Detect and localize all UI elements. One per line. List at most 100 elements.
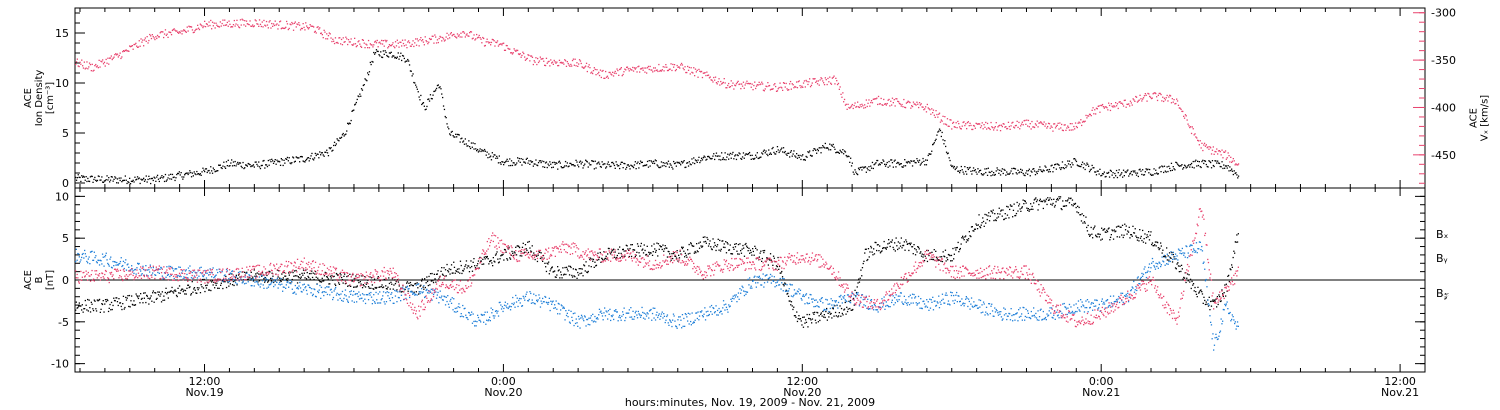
velocity-point [325, 38, 327, 40]
velocity-point [687, 69, 690, 71]
bx-point [270, 277, 272, 280]
density-point [791, 155, 793, 157]
density-point [406, 60, 408, 62]
by-point [206, 272, 208, 274]
velocity-point [496, 41, 498, 44]
velocity-point [1156, 96, 1158, 98]
density-point [402, 55, 405, 57]
top-panel-marks [75, 18, 1240, 185]
bx-point [1083, 221, 1086, 223]
bx-point [1145, 242, 1147, 244]
density-point [867, 169, 869, 171]
density-point [450, 131, 452, 133]
density-point [971, 173, 973, 175]
bx-point [146, 295, 148, 297]
velocity-point [429, 38, 432, 41]
velocity-point [209, 24, 211, 27]
by-point [97, 259, 99, 261]
bx-point [608, 247, 610, 250]
velocity-point [281, 27, 283, 29]
velocity-point [172, 29, 174, 31]
bx-point [784, 282, 786, 284]
velocity-point [362, 39, 364, 41]
velocity-point [724, 82, 726, 84]
density-point [487, 157, 489, 159]
velocity-point [646, 72, 648, 74]
velocity-point [148, 39, 150, 42]
velocity-point [1065, 129, 1067, 131]
bx-point [1021, 206, 1023, 208]
bx-point [1214, 300, 1216, 302]
density-point [817, 150, 819, 152]
bx-point [592, 260, 594, 262]
density-point [265, 164, 267, 166]
bx-point [601, 257, 603, 259]
bx-point [780, 272, 782, 274]
density-point [486, 151, 488, 153]
velocity-point [310, 25, 312, 27]
bx-point [273, 281, 275, 284]
bx-point [1041, 200, 1044, 203]
density-point [664, 162, 666, 164]
by-point [197, 270, 199, 272]
velocity-point [483, 37, 485, 40]
density-point [708, 156, 711, 158]
velocity-point [267, 27, 269, 29]
by-point [118, 263, 120, 265]
velocity-point [1124, 99, 1126, 101]
velocity-point [163, 36, 165, 39]
density-point [938, 128, 941, 130]
density-point [87, 177, 89, 180]
density-point [855, 171, 857, 173]
bx-point [1118, 236, 1121, 238]
bx-point [1139, 229, 1141, 231]
density-point [1079, 165, 1081, 168]
velocity-point [511, 53, 514, 55]
by-point [376, 302, 379, 304]
density-point [477, 151, 480, 153]
density-point [245, 164, 247, 166]
density-point [256, 163, 258, 166]
bx-point [990, 210, 992, 212]
density-point [269, 159, 271, 161]
by-point [385, 292, 387, 294]
density-point [226, 165, 228, 167]
bx-point [972, 230, 974, 232]
density-point [421, 103, 423, 106]
by-point [379, 302, 382, 304]
bx-point [517, 245, 519, 247]
density-point [903, 165, 905, 167]
density-point [620, 161, 622, 163]
velocity-point [422, 41, 425, 43]
bx-point [330, 277, 332, 279]
velocity-point [926, 103, 928, 106]
density-point [1161, 165, 1163, 167]
velocity-point [139, 45, 141, 47]
velocity-point [920, 103, 922, 105]
bx-point [187, 284, 190, 286]
bx-point [1220, 300, 1222, 302]
bx-point [83, 308, 85, 310]
density-point [351, 110, 353, 112]
velocity-point [288, 27, 290, 30]
bx-point [483, 256, 485, 258]
density-point [1191, 166, 1193, 168]
density-point [143, 180, 146, 182]
by-point [77, 252, 79, 255]
bx-point [115, 297, 117, 299]
velocity-point [889, 105, 891, 107]
density-point [1032, 168, 1034, 170]
velocity-point [891, 104, 893, 106]
bx-point [479, 256, 481, 259]
by-point [111, 267, 113, 269]
by-point [329, 289, 332, 291]
bx-point [977, 224, 979, 226]
velocity-point [934, 116, 936, 118]
bx-point [132, 304, 134, 306]
by-point [170, 274, 172, 276]
bx-point [820, 312, 822, 314]
density-point [634, 161, 636, 163]
density-point [98, 175, 100, 178]
density-point [999, 174, 1002, 176]
velocity-point [793, 87, 795, 89]
